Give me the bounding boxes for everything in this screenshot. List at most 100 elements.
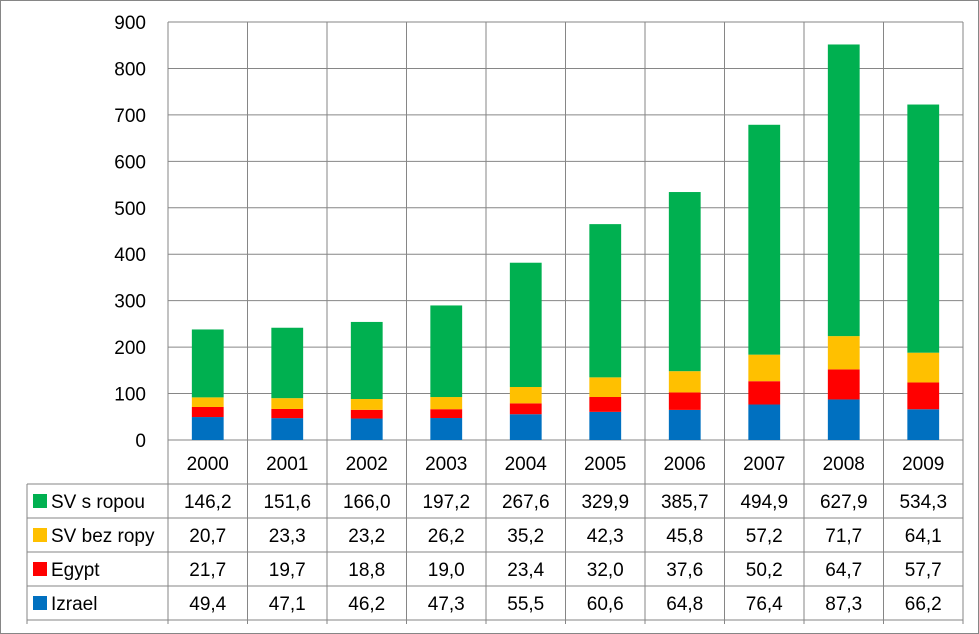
bar-sv-s-ropou-2004 [509, 262, 542, 388]
bar-izrael-2004 [509, 414, 542, 440]
bar-egypt-2000 [191, 406, 224, 418]
data-label: 627,9 [820, 492, 868, 513]
bars [191, 44, 940, 440]
y-tick-label: 200 [114, 338, 146, 359]
bar-egypt-2007 [748, 381, 781, 405]
bar-sv-s-ropou-2000 [191, 329, 224, 398]
bar-sv-bez-ropy-2006 [668, 371, 701, 393]
data-label: 18,8 [348, 560, 385, 581]
bar-izrael-2002 [350, 418, 383, 440]
y-tick-label: 900 [114, 13, 146, 34]
bar-sv-bez-ropy-2000 [191, 397, 224, 407]
bar-izrael-2001 [271, 418, 304, 440]
data-label: 57,2 [746, 526, 783, 547]
data-label: 64,7 [825, 560, 862, 581]
bar-sv-bez-ropy-2004 [509, 387, 542, 404]
y-tick-label: 500 [114, 199, 146, 220]
legend-label: SV s ropou [51, 492, 145, 513]
data-label: 166,0 [343, 492, 391, 513]
bar-izrael-2003 [430, 418, 463, 440]
data-label: 47,3 [428, 594, 465, 615]
bar-egypt-2001 [271, 408, 304, 419]
data-label: 32,0 [587, 560, 624, 581]
data-label: 146,2 [184, 492, 232, 513]
bar-sv-s-ropou-2008 [827, 44, 860, 337]
y-tick-label: 0 [135, 431, 146, 452]
bar-izrael-2009 [907, 409, 940, 440]
bar-sv-bez-ropy-2005 [589, 377, 622, 397]
bar-izrael-2000 [191, 417, 224, 440]
legend-swatch [33, 562, 47, 576]
data-label: 45,8 [666, 526, 703, 547]
bar-izrael-2007 [748, 404, 781, 440]
y-tick-label: 400 [114, 245, 146, 266]
y-tick-label: 600 [114, 152, 146, 173]
bar-sv-bez-ropy-2001 [271, 398, 304, 409]
data-label: 64,1 [905, 526, 942, 547]
bar-sv-bez-ropy-2008 [827, 336, 860, 370]
bar-sv-bez-ropy-2009 [907, 352, 940, 383]
bar-izrael-2005 [589, 411, 622, 440]
bar-sv-s-ropou-2005 [589, 224, 622, 378]
bar-sv-s-ropou-2001 [271, 327, 304, 399]
data-label: 57,7 [905, 560, 942, 581]
data-label: 26,2 [428, 526, 465, 547]
bar-sv-s-ropou-2007 [748, 124, 781, 355]
legend-label: Egypt [51, 560, 100, 581]
data-label: 329,9 [581, 492, 629, 513]
bar-egypt-2006 [668, 392, 701, 410]
category-label: 2005 [584, 454, 626, 475]
bar-egypt-2004 [509, 403, 542, 415]
legend-label: SV bez ropy [51, 526, 155, 547]
data-label: 71,7 [825, 526, 862, 547]
data-label: 60,6 [587, 594, 624, 615]
data-label: 21,7 [189, 560, 226, 581]
data-label: 47,1 [269, 594, 306, 615]
bar-sv-bez-ropy-2007 [748, 354, 781, 382]
legend-swatch [33, 494, 47, 508]
bar-izrael-2008 [827, 399, 860, 440]
bar-egypt-2002 [350, 409, 383, 419]
legend-label: Izrael [51, 594, 97, 615]
y-axis-ticks: 0 100 200 300 400 500 600 700 800 900 [114, 13, 146, 452]
data-label: 46,2 [348, 594, 385, 615]
bar-egypt-2009 [907, 382, 940, 410]
bar-sv-s-ropou-2002 [350, 321, 383, 400]
data-label: 19,0 [428, 560, 465, 581]
category-label: 2001 [266, 454, 308, 475]
data-label: 64,8 [666, 594, 703, 615]
legend-swatch [33, 528, 47, 542]
data-label: 23,4 [507, 560, 544, 581]
data-table: 2000 2001 2002 2003 2004 2005 2006 2007 2008 2009… [26, 22, 964, 624]
bar-egypt-2005 [589, 396, 622, 412]
category-label: 2008 [823, 454, 865, 475]
y-tick-label: 100 [114, 385, 146, 406]
data-label: 76,4 [746, 594, 783, 615]
data-label: 494,9 [740, 492, 788, 513]
y-tick-label: 300 [114, 292, 146, 313]
data-label: 87,3 [825, 594, 862, 615]
category-label: 2006 [664, 454, 706, 475]
data-label: 23,2 [348, 526, 385, 547]
category-label: 2002 [346, 454, 388, 475]
data-label: 49,4 [189, 594, 226, 615]
category-label: 2000 [187, 454, 229, 475]
category-label: 2007 [743, 454, 785, 475]
data-label: 50,2 [746, 560, 783, 581]
data-label: 385,7 [661, 492, 709, 513]
data-label: 42,3 [587, 526, 624, 547]
legend-swatch [33, 596, 47, 610]
data-label: 197,2 [422, 492, 470, 513]
category-label: 2003 [425, 454, 467, 475]
bar-sv-s-ropou-2003 [430, 305, 463, 398]
data-label: 37,6 [666, 560, 703, 581]
bar-egypt-2008 [827, 369, 860, 400]
category-label: 2009 [902, 454, 944, 475]
bar-sv-bez-ropy-2002 [350, 399, 383, 410]
bar-izrael-2006 [668, 409, 701, 440]
data-label: 23,3 [269, 526, 306, 547]
category-label: 2004 [505, 454, 548, 475]
data-label: 20,7 [189, 526, 226, 547]
